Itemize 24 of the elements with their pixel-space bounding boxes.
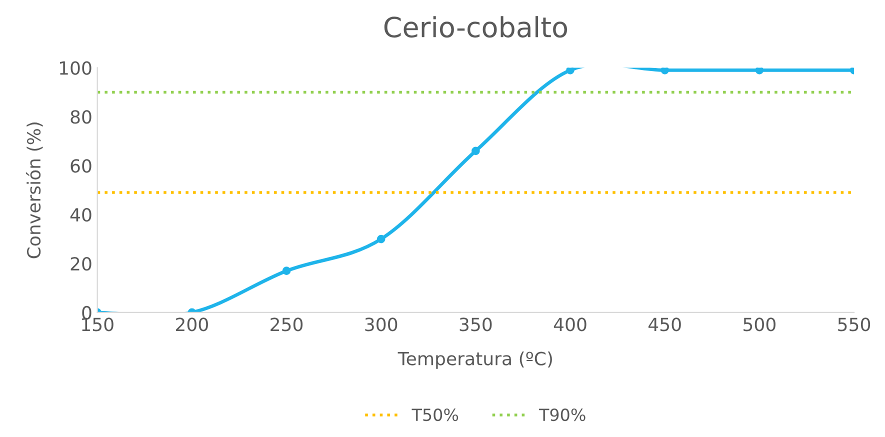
y-tick-label: 100 [60, 61, 92, 75]
point [755, 68, 764, 74]
x-tick-label: 150 [82, 318, 114, 332]
point [472, 146, 480, 156]
point [566, 68, 574, 74]
y-axis-title: Conversión (%) [26, 122, 43, 258]
x-tick-label: 500 [744, 318, 776, 332]
x-axis-title: Temperatura (ºC) [398, 351, 552, 369]
legend-label: T90% [538, 408, 586, 422]
x-tick-label: 400 [554, 318, 586, 332]
x-tick-label: 300 [365, 318, 398, 332]
legend-label: T50% [412, 408, 458, 422]
chart-title: Cerio-cobalto [384, 16, 568, 38]
y-tick-label: 80 [70, 110, 92, 124]
x-tick-label: 250 [270, 318, 303, 332]
y-tick-label: 20 [70, 256, 92, 271]
y-tick-label: 60 [70, 159, 92, 173]
x-tick-label: 350 [460, 318, 492, 332]
y-tick-label: 40 [70, 208, 92, 222]
x-tick-label: 550 [838, 318, 870, 332]
point [376, 234, 386, 244]
x-tick-label: 450 [648, 318, 681, 332]
x-tick-label: 200 [176, 318, 208, 332]
point [660, 68, 670, 74]
